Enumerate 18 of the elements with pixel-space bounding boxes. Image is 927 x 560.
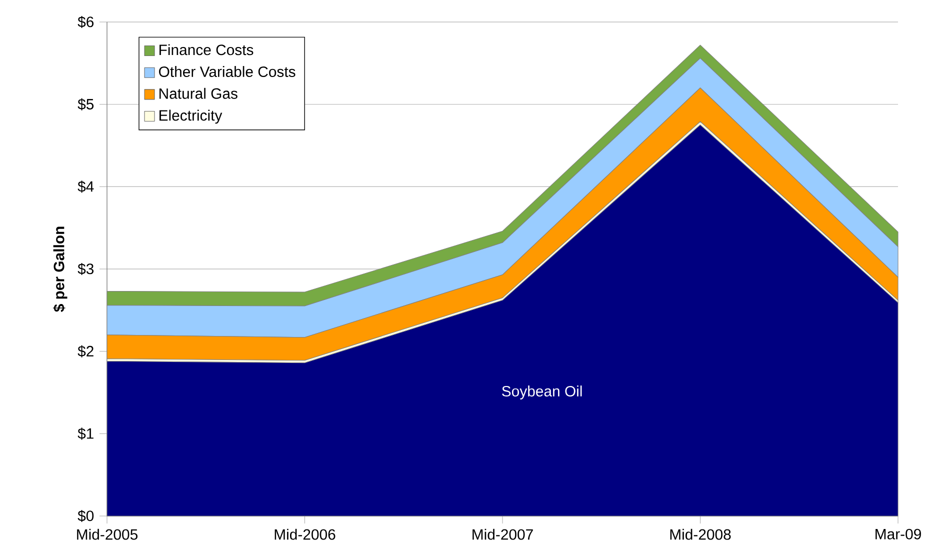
- y-tick-label: $5: [78, 98, 94, 110]
- x-tick-label: Mid-2006: [274, 528, 336, 540]
- legend-label: Electricity: [160, 110, 222, 124]
- y-tick-label: $3: [78, 262, 94, 276]
- y-axis-title: $ per Gallon: [53, 226, 68, 312]
- y-tick-label: $1: [78, 428, 94, 440]
- legend-label: Finance Costs: [160, 44, 254, 56]
- y-tick-label: $4: [78, 180, 94, 193]
- y-tick-label: $2: [78, 345, 94, 358]
- y-tick-label: $6: [78, 16, 94, 28]
- legend-label: Natural Gas: [160, 88, 238, 99]
- x-tick-label: Mid-2007: [472, 528, 533, 540]
- y-tick-label: $0: [78, 510, 94, 522]
- x-tick-label: Mar-09: [876, 528, 921, 540]
- legend-label: Other Variable Costs: [159, 66, 296, 78]
- x-tick-label: Mid-2005: [77, 528, 138, 540]
- x-tick-label: Mid-2008: [670, 528, 731, 540]
- series-label: Soybean Oil: [502, 386, 582, 400]
